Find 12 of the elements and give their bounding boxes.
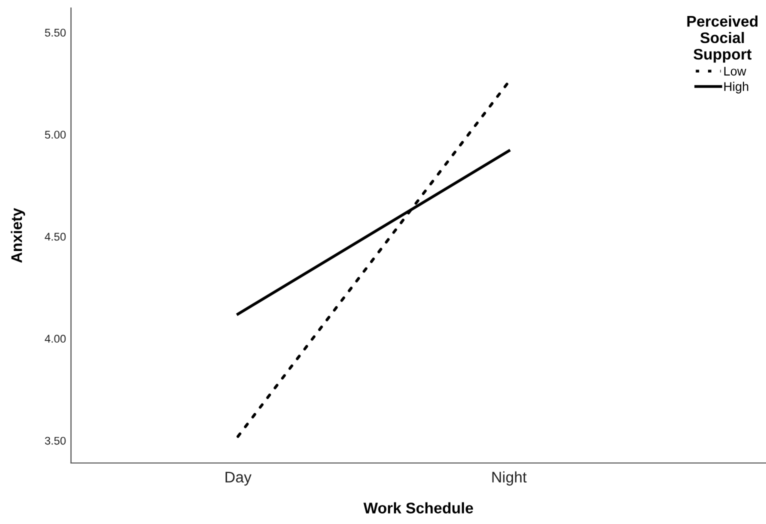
y-tick-label: 4.00 xyxy=(44,334,66,343)
legend-label: Low xyxy=(724,66,746,76)
legend-title: Perceived Social Support xyxy=(687,16,758,63)
y-axis-title: Anxiety xyxy=(10,208,26,263)
y-tick-label: 5.50 xyxy=(44,28,66,37)
legend-label: High xyxy=(724,82,748,94)
y-tick-label: 4.50 xyxy=(44,232,66,241)
x-axis-title: Work Schedule xyxy=(363,502,474,514)
x-tick-label: Night xyxy=(492,471,527,486)
y-tick-label: 5.00 xyxy=(44,130,66,139)
y-tick-label: 3.50 xyxy=(44,436,66,445)
x-tick-label: Day xyxy=(226,472,252,486)
